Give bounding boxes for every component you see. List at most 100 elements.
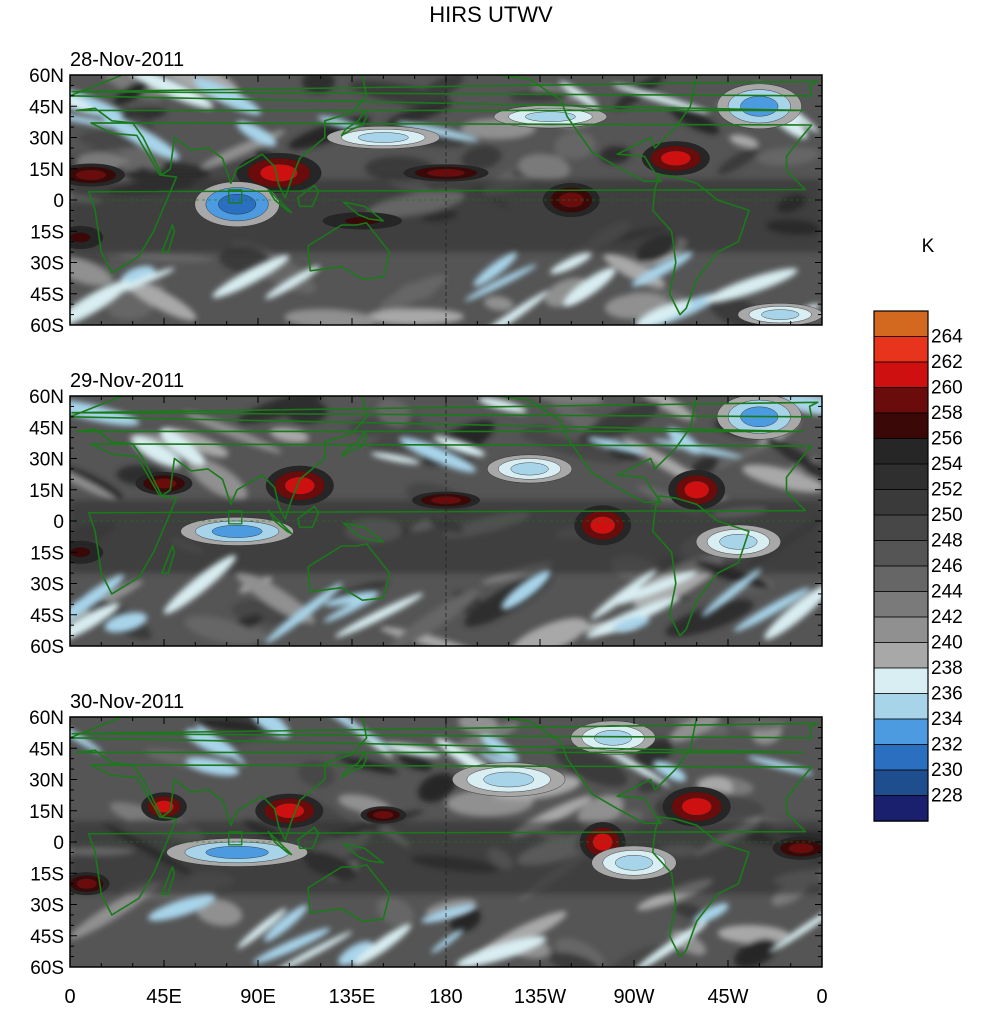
colorbar-swatch	[874, 592, 928, 618]
utwv-field	[28, 379, 847, 666]
contour-ring	[206, 846, 269, 858]
lon-tick-label: 0	[816, 986, 827, 1008]
contour-ring	[615, 855, 653, 870]
lon-tick-label: 45W	[707, 986, 748, 1008]
colorbar-swatch	[874, 439, 928, 465]
cold-anomaly	[487, 455, 572, 483]
lat-tick-label: 45N	[29, 97, 64, 118]
cold-anomaly	[195, 182, 280, 227]
colorbar-tick-label: 238	[931, 658, 963, 679]
contour-ring	[682, 798, 712, 816]
lon-tick-label: 180	[429, 986, 462, 1008]
lat-tick-label: 15S	[30, 864, 64, 885]
colorbar-swatch	[874, 464, 928, 490]
colorbar-swatch	[874, 770, 928, 796]
lat-tick-label: 45S	[30, 285, 64, 306]
utwv-field	[37, 699, 848, 988]
colorbar-swatch	[874, 668, 928, 694]
lat-tick-label: 30S	[30, 896, 64, 917]
colorbar-tick-label: 250	[931, 505, 963, 526]
lon-tick-label: 45E	[146, 986, 182, 1008]
lat-tick-label: 60N	[29, 708, 64, 729]
colorbar-swatch	[874, 490, 928, 516]
lon-tick-label: 0	[64, 986, 75, 1008]
lat-tick-label: 60N	[29, 387, 64, 408]
contour-ring	[373, 811, 393, 819]
lat-tick-label: 30N	[29, 129, 64, 150]
colorbar-swatch	[874, 413, 928, 439]
colorbar-swatch	[874, 617, 928, 643]
colorbar-tick-label: 248	[931, 531, 963, 552]
map-panels: 60N 45N 30N 15N 0 15S 30S 45S 60S 28-Nov-2011 60N 4…	[21, 43, 848, 1008]
units-label: K	[922, 236, 935, 257]
colorbar-swatch	[874, 719, 928, 745]
cold-anomaly	[738, 303, 823, 326]
lat-tick-label: 45N	[29, 418, 64, 439]
cold-anomaly	[696, 525, 781, 559]
colorbar-tick-label: 264	[931, 327, 963, 348]
colorbar-swatch	[874, 362, 928, 388]
contour-ring	[70, 233, 90, 243]
lat-tick-label: 30S	[30, 254, 64, 275]
lat-tick-label: 0	[53, 191, 64, 212]
contour-ring	[741, 96, 779, 116]
colorbar-tick-label: 252	[931, 480, 963, 501]
colorbar-tick-label: 246	[931, 556, 963, 577]
contour-ring	[594, 730, 632, 745]
map-panel: 60N45N30N15N015S30S45S60S30-Nov-20110 45E…	[29, 691, 848, 1008]
cold-anomaly	[592, 846, 677, 880]
warm-anomaly	[266, 466, 334, 505]
warm-anomaly	[773, 837, 829, 860]
contour-ring	[76, 170, 106, 180]
lat-tick-label: 60S	[30, 316, 64, 337]
contour-ring	[484, 772, 534, 787]
lat-tick-label: 30S	[30, 575, 64, 596]
colorbar-swatch	[874, 337, 928, 363]
lon-tick-label: 90W	[613, 986, 654, 1008]
colorbar-swatch	[874, 541, 928, 567]
contour-ring	[593, 833, 613, 851]
lat-tick-label: 30N	[29, 771, 64, 792]
contour-ring	[720, 534, 758, 549]
colorbar-tick-label: 228	[931, 786, 963, 807]
panel-date-label: 30-Nov-2011	[70, 691, 184, 713]
panel-date-label: 28-Nov-2011	[70, 49, 184, 71]
figure-title: HIRS UTWV	[429, 2, 553, 27]
colorbar-swatch	[874, 566, 928, 592]
colorbar-tick-label: 232	[931, 735, 963, 756]
lat-tick-label: 15N	[29, 802, 64, 823]
warm-anomaly	[323, 212, 402, 229]
lat-tick-label: 15N	[29, 160, 64, 181]
panel-date-label: 29-Nov-2011	[70, 370, 184, 392]
contour-ring	[218, 194, 256, 214]
contour-ring	[789, 843, 814, 853]
contour-ring	[77, 879, 97, 889]
colorbar-swatch	[874, 643, 928, 669]
warm-anomaly	[642, 141, 710, 175]
lat-tick-label: 45N	[29, 739, 64, 760]
colorbar-swatch	[874, 311, 928, 337]
warm-anomaly	[58, 541, 103, 564]
colorbar-tick-label: 262	[931, 352, 963, 373]
lat-tick-label: 15S	[30, 222, 64, 243]
map-panel: 60N 45N 30N 15N 0 15S 30S 45S 60S 28-Nov-2011	[21, 43, 822, 350]
contour-ring	[761, 310, 799, 320]
cold-anomaly	[452, 763, 565, 797]
colorbar-tick-label: 242	[931, 607, 963, 628]
lon-tick-label: 135E	[329, 986, 376, 1008]
lat-tick-label: 30N	[29, 450, 64, 471]
lat-tick-label: 60S	[30, 637, 64, 658]
lon-tick-label: 135W	[514, 986, 566, 1008]
utwv-field	[21, 43, 822, 350]
cold-anomaly	[327, 126, 440, 149]
lat-tick-label: 0	[53, 512, 64, 533]
lat-tick-label: 60N	[29, 66, 64, 87]
lat-tick-label: 15S	[30, 543, 64, 564]
colorbar-swatch	[874, 515, 928, 541]
contour-ring	[684, 481, 709, 499]
warm-anomaly	[57, 164, 125, 187]
lon-tick-label: 90E	[240, 986, 276, 1008]
colorbar-tick-label: 240	[931, 633, 963, 654]
lat-tick-label: 15N	[29, 481, 64, 502]
cold-anomaly	[717, 84, 802, 129]
